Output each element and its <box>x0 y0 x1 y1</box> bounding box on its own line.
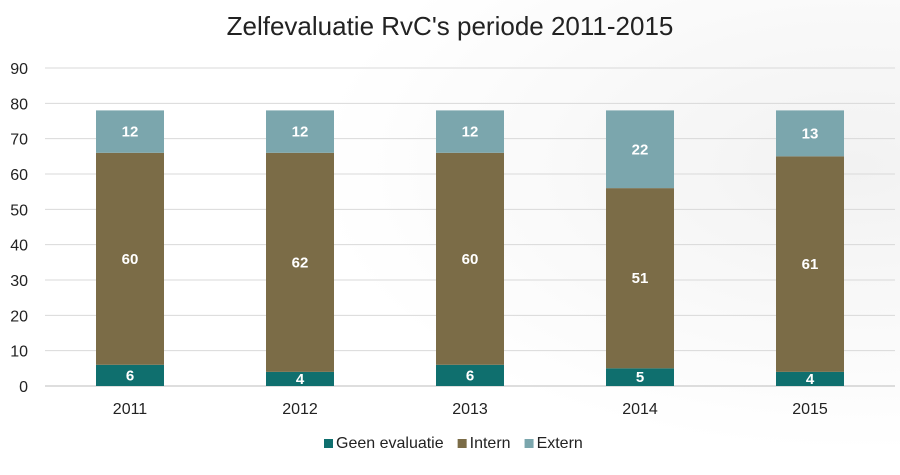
data-label: 5 <box>636 369 644 386</box>
data-label: 62 <box>292 254 309 271</box>
y-tick-label: 20 <box>10 308 28 325</box>
data-label: 12 <box>292 124 309 141</box>
bar-segment <box>436 110 504 153</box>
bar-segment <box>96 152 164 365</box>
legend-swatch <box>324 439 333 448</box>
legend-swatch <box>524 439 534 448</box>
data-label: 6 <box>466 367 474 384</box>
bars: 6 60 12 4 62 12 6 60 12 5 51 22 4 61 13 <box>96 110 844 388</box>
bar-segment <box>436 364 504 386</box>
data-label: 4 <box>296 371 305 388</box>
x-tick-label: 2013 <box>452 401 488 418</box>
x-axis-categories: 2011 2012 2013 2014 2015 <box>113 401 828 418</box>
x-tick-label: 2014 <box>622 401 658 418</box>
bar-segment <box>266 152 334 372</box>
bar-segment <box>606 188 674 369</box>
y-tick-label: 10 <box>10 344 28 361</box>
bar-segment <box>266 110 334 153</box>
y-tick-label: 70 <box>10 132 28 149</box>
bar-segment <box>776 156 844 372</box>
data-label: 22 <box>632 141 649 158</box>
legend-label: Geen evaluatie <box>336 435 444 452</box>
chart-title: Zelfevaluatie RvC's periode 2011-2015 <box>227 11 674 41</box>
legend-swatch <box>457 439 467 448</box>
data-label: 4 <box>806 371 815 388</box>
x-tick-label: 2015 <box>792 401 828 418</box>
bar-segment <box>436 152 504 365</box>
y-tick-label: 30 <box>10 273 28 290</box>
y-tick-label: 60 <box>10 167 28 184</box>
data-label: 61 <box>802 256 819 273</box>
data-label: 12 <box>122 124 139 141</box>
x-tick-label: 2012 <box>282 401 318 418</box>
legend-label: Extern <box>537 435 583 452</box>
y-axis-ticks: 0 10 20 30 40 50 60 70 80 90 <box>10 61 28 396</box>
y-tick-label: 80 <box>10 96 28 113</box>
data-label: 6 <box>126 367 134 384</box>
bar-segment <box>776 371 844 386</box>
data-label: 60 <box>462 251 479 268</box>
bar-segment <box>606 368 674 386</box>
y-tick-label: 90 <box>10 61 28 78</box>
x-tick-label: 2011 <box>113 401 148 418</box>
legend-label: Intern <box>470 435 511 452</box>
bar-segment <box>266 371 334 386</box>
bar-segment <box>776 110 844 157</box>
bar-segment <box>96 364 164 386</box>
data-label: 51 <box>632 270 649 287</box>
data-label: 12 <box>462 124 479 141</box>
y-tick-label: 0 <box>19 379 28 396</box>
data-label: 13 <box>802 125 819 142</box>
bar-segment <box>606 110 674 189</box>
legend: Geen evaluatie Intern Extern <box>324 435 583 452</box>
y-tick-label: 50 <box>10 202 28 219</box>
bar-segment <box>96 110 164 153</box>
y-tick-label: 40 <box>10 238 28 255</box>
data-label: 60 <box>122 251 139 268</box>
